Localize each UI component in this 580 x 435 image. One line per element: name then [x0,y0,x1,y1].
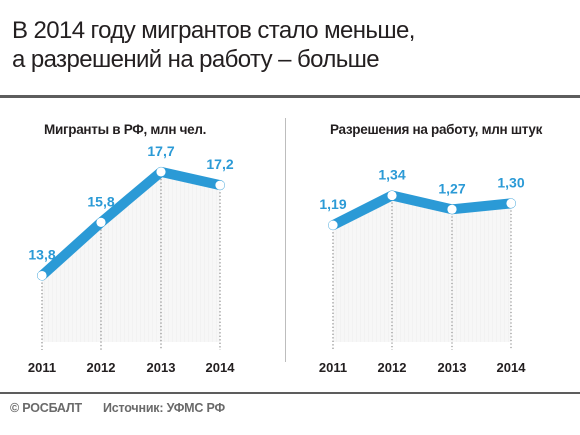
brand-logo: © РОСБАЛТ [10,401,82,415]
series-line-permits [328,190,516,231]
data-label-permits-2012: 1,34 [378,166,405,182]
page-title-line-1: В 2014 году мигрантов стало меньше, [12,17,415,44]
chart-area-migrants [42,171,220,342]
data-point-migrants-2013 [156,167,166,177]
source-note: Источник: УФМС РФ [103,401,225,415]
data-label-permits-2011: 1,19 [319,196,346,212]
x-tick-label-permits-2011: 2011 [319,360,347,375]
data-label-permits-2013: 1,27 [438,180,465,196]
panel-divider [285,118,286,362]
data-label-permits-2014: 1,30 [497,174,524,190]
x-tick-label-migrants-2011: 2011 [28,360,56,375]
x-tick-label-migrants-2013: 2013 [147,360,176,375]
page-title-line-2: а разрешений на работу – больше [12,46,380,73]
page-title: В 2014 году мигрантов стало меньше, а ра… [12,16,415,74]
x-tick-label-permits-2014: 2014 [497,360,527,375]
x-tick-label-permits-2012: 2012 [378,360,407,375]
data-label-migrants-2011: 13,8 [28,247,55,263]
data-point-migrants-2012 [96,217,106,227]
x-tick-label-migrants-2012: 2012 [87,360,116,375]
x-tick-label-permits-2013: 2013 [438,360,467,375]
top-divider [0,95,580,98]
data-label-migrants-2013: 17,7 [147,143,174,159]
data-label-migrants-2014: 17,2 [206,156,233,172]
data-point-permits-2013 [447,204,457,214]
data-label-migrants-2012: 15,8 [87,193,114,209]
data-point-migrants-2014 [215,180,225,190]
data-point-permits-2012 [387,190,397,201]
series-line-migrants [37,166,225,281]
data-point-permits-2014 [506,198,516,208]
chart-area-permits [333,195,511,342]
chart-title-permits: Разрешения на работу, млн штук [330,122,543,137]
x-tick-label-migrants-2014: 2014 [206,360,236,375]
chart-title-migrants: Мигранты в РФ, млн чел. [44,122,207,137]
data-point-permits-2011 [328,220,338,230]
data-point-migrants-2011 [37,270,47,281]
bottom-divider [0,392,580,394]
